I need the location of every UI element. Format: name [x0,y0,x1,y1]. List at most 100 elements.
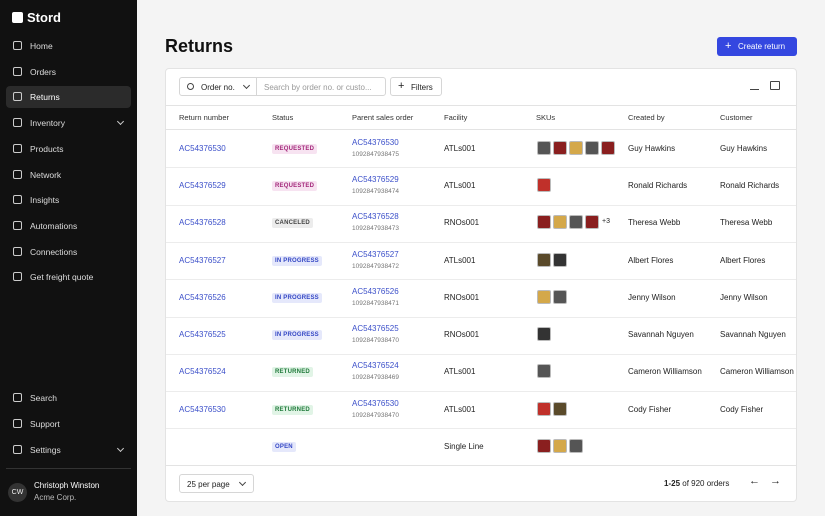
nav-icon [13,118,22,127]
page-size-select[interactable]: 25 per page [179,474,254,493]
sku-thumbnail[interactable] [537,215,551,230]
return-number[interactable]: AC54376530 [179,404,226,414]
chevron [116,444,125,453]
parent-order[interactable]: AC54376529 [352,174,399,184]
columns-button[interactable] [770,81,780,90]
nav-item[interactable]: Support [6,413,131,435]
page-title: Returns [165,36,234,56]
created-by: Savannah Nguyen [628,330,694,340]
parent-order[interactable]: AC54376525 [352,324,399,334]
customer: Albert Flores [720,255,766,265]
nav-item[interactable]: Automations [6,215,131,237]
nav-item[interactable]: Products [6,138,131,160]
column-header: Facility [444,113,468,122]
sku-thumbnail[interactable] [569,439,583,454]
facility: RNOs001 [444,218,480,228]
row-divider [166,353,796,355]
status-badge: RETURNED [272,404,313,415]
sku-thumbnail[interactable] [537,364,551,379]
divider [6,468,131,469]
parent-order[interactable]: AC54376530 [352,398,399,408]
nav-item[interactable]: Get freight quote [6,266,131,288]
created-by: Cody Fisher [628,404,672,414]
user-company: Acme Corp. [34,493,77,502]
row-divider [166,316,796,318]
return-number[interactable]: AC54376530 [179,143,226,153]
nav-icon [13,170,22,179]
return-number[interactable]: AC54376527 [179,255,226,265]
user-name: Christoph Winston [34,481,100,490]
parent-id: 1092847938472 [352,262,399,270]
facility: ATLs001 [444,180,476,190]
status-badge: IN PROGRESS [272,292,322,303]
brand: Stord [27,10,61,25]
sku-thumbnail[interactable] [553,252,567,267]
nav-item[interactable]: Settings [6,439,131,461]
chevron [242,81,251,90]
sku-thumbnail[interactable] [553,401,567,416]
create-return-button[interactable]: + Create return [717,37,797,56]
facility: ATLs001 [444,367,476,377]
nav-item[interactable]: Search [6,387,131,409]
nav-icon [13,445,22,454]
prev-page[interactable]: ← [749,475,760,487]
nav-item[interactable]: Insights [6,189,131,211]
nav-item[interactable]: Home [6,35,131,57]
sku-thumbnail[interactable] [537,327,551,342]
sku-thumbnail[interactable] [537,289,551,304]
sku-thumbnail[interactable] [553,140,567,155]
status-badge: IN PROGRESS [272,330,322,341]
parent-order[interactable]: AC54376524 [352,361,399,371]
sku-thumbnail[interactable] [601,140,615,155]
column-header: SKUs [536,113,556,122]
download-button[interactable] [750,81,759,90]
return-number[interactable]: AC54376524 [179,367,226,377]
sku-thumbnail[interactable] [585,215,599,230]
nav-item[interactable]: Inventory [6,112,131,134]
return-number[interactable]: AC54376526 [179,292,226,302]
parent-order[interactable]: AC54376530 [352,137,399,147]
filters-button[interactable]: + Filters [390,77,442,96]
nav-item[interactable]: Returns [6,86,131,108]
parent-id: 1092847938473 [352,225,399,233]
nav-item[interactable]: Orders [6,61,131,83]
parent-order[interactable]: AC54376527 [352,249,399,259]
sku-thumbnail[interactable] [553,439,567,454]
sku-thumbnail[interactable] [537,252,551,267]
next-page[interactable]: → [770,475,781,487]
page-size: 25 per page [187,480,230,489]
facility: Single Line [444,442,484,452]
facility: ATLs001 [444,255,476,265]
return-number[interactable]: AC54376525 [179,330,226,340]
customer: Cameron Williamson [720,367,794,377]
customer: Guy Hawkins [720,143,768,153]
create-return-label: Create return [738,42,786,51]
sku-thumbnail[interactable] [569,215,583,230]
sku-thumbnail[interactable] [585,140,599,155]
sku-thumbnail[interactable] [553,289,567,304]
sku-thumbnail[interactable] [537,140,551,155]
nav-item[interactable]: Connections [6,241,131,263]
search-input[interactable]: Search by order no. or custo... [256,77,386,96]
customer: Theresa Webb [720,218,773,228]
filter-field-select[interactable]: Order no. [179,77,257,96]
return-number[interactable]: AC54376528 [179,218,226,228]
plus-icon: + [725,40,732,52]
nav-icon [13,247,22,256]
sku-thumbnail[interactable] [537,439,551,454]
return-number[interactable]: AC54376529 [179,180,226,190]
status-badge: CANCELED [272,218,313,229]
created-by: Ronald Richards [628,180,688,190]
nav-icon [13,195,22,204]
nav-icon [13,92,22,101]
sku-thumbnail[interactable] [537,401,551,416]
nav-item[interactable]: Network [6,164,131,186]
column-header: Parent sales order [352,113,414,122]
sku-thumbnail[interactable] [553,215,567,230]
sku-thumbnail[interactable] [537,177,551,192]
created-by: Cameron Williamson [628,367,702,377]
parent-order[interactable]: AC54376526 [352,286,399,296]
parent-order[interactable]: AC54376528 [352,212,399,222]
sku-thumbnail[interactable] [569,140,583,155]
chevron [238,478,247,487]
